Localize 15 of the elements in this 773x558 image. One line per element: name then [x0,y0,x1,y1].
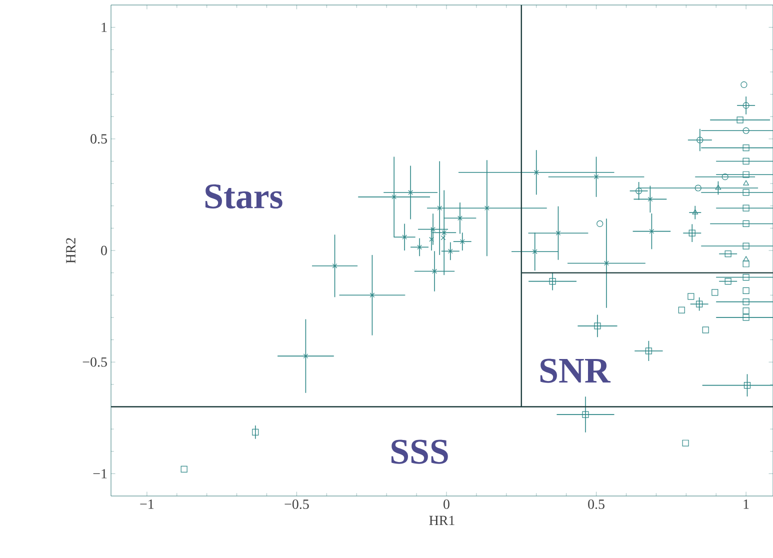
x-tick-label: 0 [444,500,450,509]
y-tick-label: 0 [101,246,107,256]
y-tick-label: 0.5 [90,134,107,144]
y-axis-title: HR2 [66,238,76,264]
x-tick-label: −1 [140,500,154,509]
annotation: SSS [391,440,448,464]
y-tick-label: −0.5 [82,357,107,367]
annotation: Stars [205,184,282,209]
x-tick-label: 1 [744,500,749,509]
y-tick-label: 1 [102,22,107,32]
x-axis-title: HR1 [429,516,454,526]
annotation: SNR [540,358,611,383]
x-tick-label: −0.5 [284,500,309,509]
y-tick-label: −1 [93,469,107,478]
x-tick-label: 0.5 [588,500,604,509]
